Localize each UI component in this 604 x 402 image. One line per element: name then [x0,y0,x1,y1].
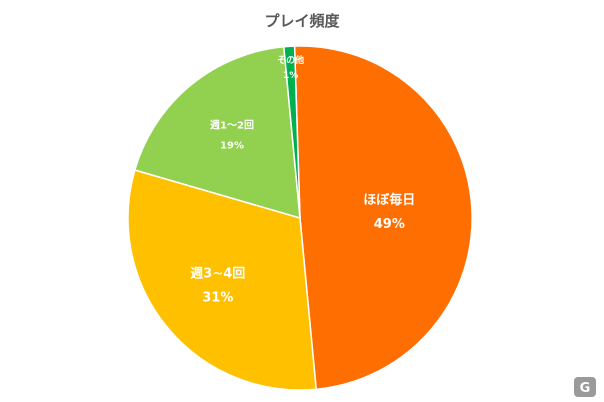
slice-label-value: 31% [202,291,233,306]
slice-label-name: 週1～2回 [210,119,254,131]
watermark-glyph: G [580,381,591,396]
pie-slices [127,45,473,391]
slice-label-value: 19% [220,140,244,151]
pie-slice-3 [134,46,301,219]
pie-slice-2 [127,169,317,391]
slice-labels: ほぼ毎日 49% 週3~4回 31% 週1～2回 19% その他 1% [190,54,415,305]
pie-slice-1 [293,45,473,390]
slice-label-name: 週3~4回 [190,267,245,282]
watermark-logo: G [574,377,596,397]
pie-slice-4 [283,45,301,219]
slice-label-value: 49% [374,217,405,232]
slice-label-value: 1% [283,71,298,81]
slice-label-name: ほぼ毎日 [363,192,415,208]
chart-title: プレイ頻度 [264,12,340,30]
slice-label-name: その他 [277,54,304,66]
